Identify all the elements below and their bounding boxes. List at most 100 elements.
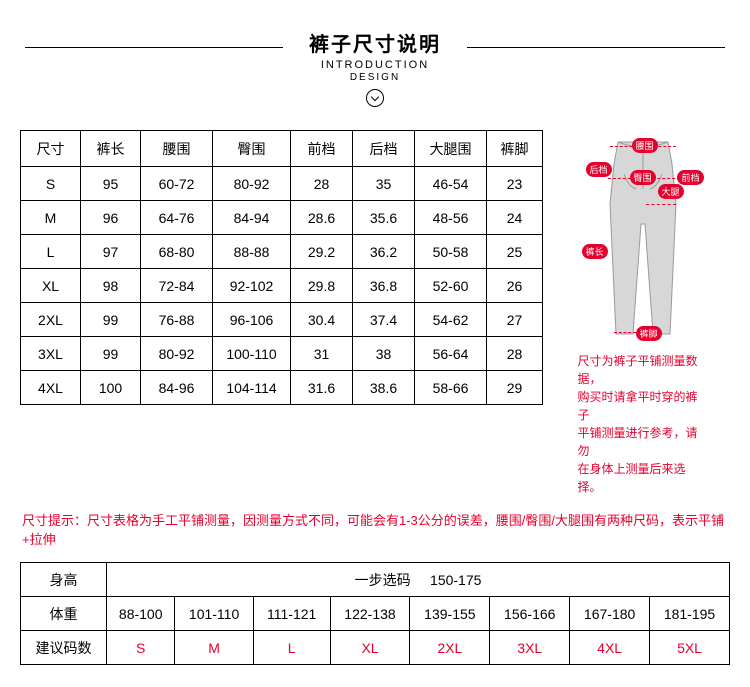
size-cell: 29 xyxy=(487,371,543,405)
size-cell: 24 xyxy=(487,201,543,235)
size-col-header: 裤长 xyxy=(81,131,141,167)
size-cell: 28.6 xyxy=(291,201,353,235)
weight-label: 体重 xyxy=(21,597,107,631)
size-cell: 48-56 xyxy=(415,201,487,235)
note-line: 在身体上测量后来选择。 xyxy=(578,462,686,494)
size-cell: 92-102 xyxy=(213,269,291,303)
size-cell: 27 xyxy=(487,303,543,337)
rec-cell: 5XL xyxy=(650,631,730,665)
size-cell: 2XL xyxy=(21,303,81,337)
pick-span-value: 150-175 xyxy=(430,572,481,588)
size-cell: 28 xyxy=(487,337,543,371)
size-cell: 36.2 xyxy=(353,235,415,269)
size-col-header: 臀围 xyxy=(213,131,291,167)
size-cell: 64-76 xyxy=(141,201,213,235)
height-label: 身高 xyxy=(21,563,107,597)
weight-cell: 122-138 xyxy=(330,597,410,631)
hip-tag: 臀围 xyxy=(630,170,656,185)
size-cell: 96 xyxy=(81,201,141,235)
size-col-header: 前档 xyxy=(291,131,353,167)
rec-cell: XL xyxy=(330,631,410,665)
down-arrow-icon xyxy=(366,89,384,107)
size-cell: 35 xyxy=(353,167,415,201)
title-cn: 裤子尺寸说明 xyxy=(0,28,750,57)
size-col-header: 尺寸 xyxy=(21,131,81,167)
size-cell: 80-92 xyxy=(213,167,291,201)
header: 裤子尺寸说明 INTRODUCTION DESIGN xyxy=(0,0,750,122)
table-row: M9664-7684-9428.635.648-5624 xyxy=(21,201,543,235)
rec-cell: 3XL xyxy=(490,631,570,665)
size-cell: 25 xyxy=(487,235,543,269)
title-en1: INTRODUCTION xyxy=(0,59,750,71)
size-col-header: 大腿围 xyxy=(415,131,487,167)
rec-cell: 4XL xyxy=(570,631,650,665)
note-line: 购买时请拿平时穿的裤子 xyxy=(578,390,698,422)
size-tip: 尺寸提示：尺寸表格为手工平铺测量，因测量方式不同，可能会有1-3公分的误差，腰围… xyxy=(0,500,750,562)
size-cell: 36.8 xyxy=(353,269,415,303)
rec-cell: M xyxy=(175,631,253,665)
size-table: 尺寸裤长腰围臀围前档后档大腿围裤脚 S9560-7280-92283546-54… xyxy=(20,130,543,405)
table-row: L9768-8088-8829.236.250-5825 xyxy=(21,235,543,269)
rec-cell: 2XL xyxy=(410,631,490,665)
size-cell: 46-54 xyxy=(415,167,487,201)
weight-cell: 111-121 xyxy=(253,597,330,631)
size-cell: 58-66 xyxy=(415,371,487,405)
back-rise-tag: 后档 xyxy=(586,162,612,177)
size-cell: 97 xyxy=(81,235,141,269)
size-cell: 76-88 xyxy=(141,303,213,337)
length-tag: 裤长 xyxy=(582,244,608,259)
measurement-note: 尺寸为裤子平铺测量数据， 购买时请拿平时穿的裤子 平铺测量进行参考，请勿 在身体… xyxy=(578,352,708,496)
size-col-header: 裤脚 xyxy=(487,131,543,167)
size-cell: 88-88 xyxy=(213,235,291,269)
size-cell: 38.6 xyxy=(353,371,415,405)
pick-table: 身高 一步选码 150-175 体重88-100101-110111-12112… xyxy=(20,562,730,665)
size-cell: S xyxy=(21,167,81,201)
leg-line xyxy=(614,332,636,333)
leg-open-tag: 裤脚 xyxy=(636,326,662,341)
weight-cell: 181-195 xyxy=(650,597,730,631)
front-rise-tag: 前档 xyxy=(677,170,703,185)
table-row: XL9872-8492-10229.836.852-6026 xyxy=(21,269,543,303)
header-rule-right xyxy=(467,47,725,48)
size-cell: 38 xyxy=(353,337,415,371)
size-cell: 29.8 xyxy=(291,269,353,303)
size-cell: 60-72 xyxy=(141,167,213,201)
size-cell: 84-96 xyxy=(141,371,213,405)
size-col-header: 后档 xyxy=(353,131,415,167)
size-cell: 96-106 xyxy=(213,303,291,337)
title-en2: DESIGN xyxy=(0,72,750,83)
size-cell: 99 xyxy=(81,337,141,371)
rec-cell: S xyxy=(107,631,175,665)
note-line: 平铺测量进行参考，请勿 xyxy=(578,426,698,458)
weight-cell: 156-166 xyxy=(490,597,570,631)
size-cell: M xyxy=(21,201,81,235)
size-cell: 56-64 xyxy=(415,337,487,371)
size-cell: 68-80 xyxy=(141,235,213,269)
size-cell: 50-58 xyxy=(415,235,487,269)
weight-cell: 101-110 xyxy=(175,597,253,631)
table-row: S9560-7280-92283546-5423 xyxy=(21,167,543,201)
size-col-header: 腰围 xyxy=(141,131,213,167)
size-cell: XL xyxy=(21,269,81,303)
weight-cell: 88-100 xyxy=(107,597,175,631)
size-cell: 99 xyxy=(81,303,141,337)
rec-label: 建议码数 xyxy=(21,631,107,665)
note-line: 尺寸为裤子平铺测量数据， xyxy=(578,354,698,386)
pick-span-label: 一步选码 xyxy=(355,572,411,588)
table-row: 2XL9976-8896-10630.437.454-6227 xyxy=(21,303,543,337)
table-row: 3XL9980-92100-110313856-6428 xyxy=(21,337,543,371)
size-cell: 52-60 xyxy=(415,269,487,303)
size-cell: 26 xyxy=(487,269,543,303)
size-cell: 37.4 xyxy=(353,303,415,337)
size-cell: 30.4 xyxy=(291,303,353,337)
size-cell: 98 xyxy=(81,269,141,303)
size-cell: 3XL xyxy=(21,337,81,371)
size-cell: 100 xyxy=(81,371,141,405)
size-cell: 104-114 xyxy=(213,371,291,405)
table-row: 4XL10084-96104-11431.638.658-6629 xyxy=(21,371,543,405)
size-cell: 35.6 xyxy=(353,201,415,235)
waist-tag: 腰围 xyxy=(632,138,658,153)
rec-cell: L xyxy=(253,631,330,665)
size-cell: 4XL xyxy=(21,371,81,405)
thigh-line xyxy=(646,204,676,205)
